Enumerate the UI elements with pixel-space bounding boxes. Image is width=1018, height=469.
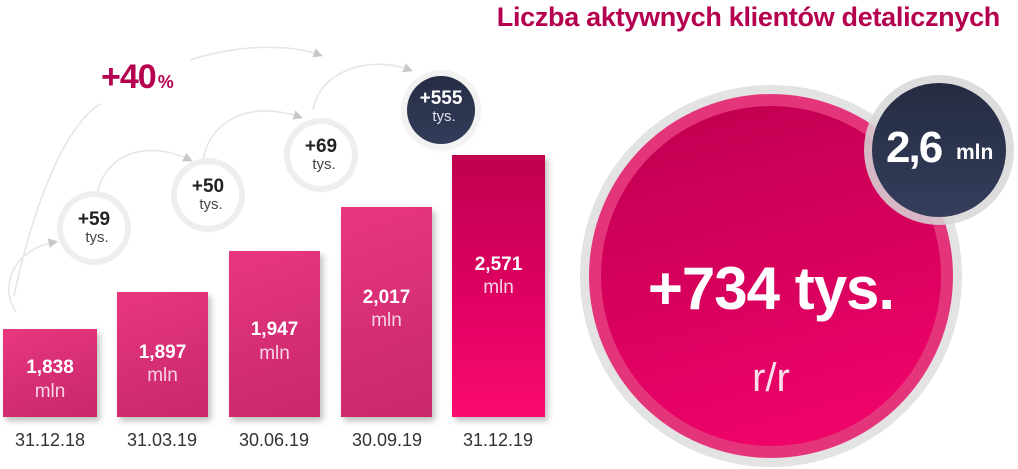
yoy-value: +734 tys. — [647, 255, 895, 322]
increment-bubble-3: +69 tys. — [290, 124, 352, 186]
increment-value: +59 — [77, 209, 111, 230]
bar-31-12-18: 1,838 mln — [3, 329, 97, 417]
total-circle-core: 2,6 mln — [872, 83, 1006, 217]
date-label: 30.06.19 — [238, 430, 310, 450]
bar-unit: mln — [483, 277, 514, 298]
growth-percentage: +40% — [101, 58, 174, 97]
growth-arrows — [8, 46, 413, 313]
increment-unit: tys. — [312, 156, 336, 173]
total-unit: mln — [956, 141, 994, 164]
bar-31-03-19: 1,897 mln — [117, 292, 208, 417]
bar-unit: mln — [147, 365, 178, 386]
bar-unit: mln — [34, 381, 66, 402]
increment-unit: tys. — [199, 196, 223, 213]
increment-unit: tys. — [432, 108, 456, 125]
bar-unit: mln — [259, 343, 290, 364]
bar-value: 2,571 — [474, 254, 523, 275]
bar-value: 1,838 — [26, 357, 74, 378]
date-label: 31.03.19 — [126, 430, 198, 450]
date-label: 31.12.18 — [14, 430, 86, 450]
increment-value: +69 — [304, 136, 338, 157]
bar-value: 2,017 — [362, 287, 411, 308]
increment-bubble-4: +555 tys. — [407, 76, 475, 144]
increment-unit: tys. — [85, 229, 109, 246]
increment-value: +555 — [419, 88, 463, 109]
bar-31-12-19: 2,571 mln — [452, 155, 545, 417]
increment-value: +50 — [191, 176, 225, 197]
date-label: 30.09.19 — [351, 430, 423, 450]
yoy-label: r/r — [752, 356, 790, 400]
bar-value: 1,897 — [138, 342, 187, 363]
date-label: 31.12.19 — [462, 430, 534, 450]
bar-unit: mln — [371, 310, 402, 331]
growth-value: +40 — [101, 58, 157, 96]
increment-bubble-1: +59 tys. — [63, 197, 125, 259]
total-value: 2,6 — [886, 123, 943, 172]
chart-title: Liczba aktywnych klientów detalicznych — [496, 2, 1001, 32]
yoy-circle-core: +734 tys. r/r — [601, 106, 941, 446]
total-circle: 2,6 mln — [864, 75, 1014, 225]
increment-bubble-2: +50 tys. — [177, 164, 239, 226]
bar-30-06-19: 1,947 mln — [229, 251, 320, 417]
bar-30-09-19: 2,017 mln — [341, 207, 432, 417]
bar-value: 1,947 — [250, 319, 299, 340]
growth-unit: % — [157, 72, 174, 92]
